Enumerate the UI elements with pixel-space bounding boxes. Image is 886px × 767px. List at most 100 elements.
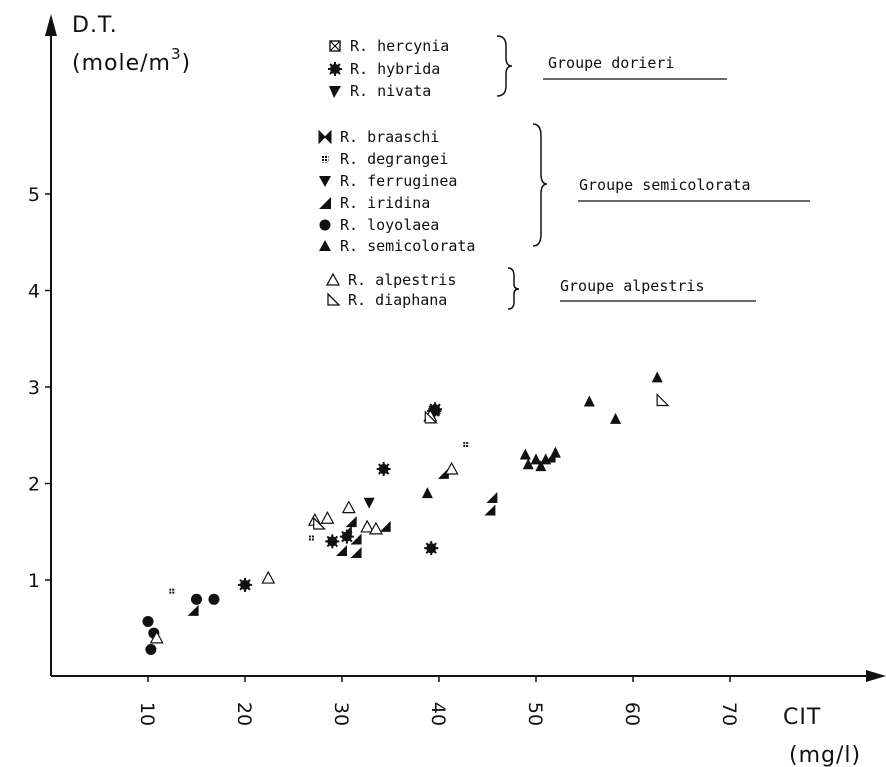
point-r-iridina [187,604,199,616]
y-axis-title-line1: D.T. [72,13,118,38]
point-r-semicolorata [540,453,552,465]
group-label-semicolorata: Groupe semicolorata [579,176,751,194]
point-r-iridina [484,504,496,516]
y-axis-title-line2: (mole/m3) [72,45,191,76]
point-r-iridina [336,545,347,557]
point-r-iridina [340,525,352,537]
legend-marker-hash [321,155,329,163]
point-r-semicolorata [522,458,534,470]
axis-ticks: 1 2 3 4 5 10 20 30 40 50 60 70 [28,184,740,726]
legend-label-loyolaea: R. loyolaea [340,216,439,234]
y-tick-label: 3 [28,377,40,399]
legend-marker-box-x [329,40,341,52]
y-tick-label: 4 [28,281,40,303]
legend-label-diaphana: R. diaphana [348,291,447,309]
x-tick-label: 50 [524,702,546,726]
point-r-iridina [350,546,362,558]
point-r-semicolorata [610,412,622,424]
point-r-hybrida [238,577,252,592]
legend-entry-iridina: R. iridina [319,194,430,212]
x-tick-label: 60 [621,702,643,726]
point-r-semicolorata [519,448,531,460]
legend-marker-tri-up [319,240,331,251]
legend-group-semicolorata: R. braaschi R. degrangei R. ferruginea R… [318,123,810,255]
point-r-alpestris [444,461,459,475]
legend-marker-star [328,62,342,76]
point-r-alpestris [360,519,375,533]
point-r-alpestris [320,510,335,524]
y-tick-label: 5 [28,184,40,206]
point-r-iridina [345,516,357,528]
point-r-ferruginea [363,497,375,509]
point-r-degrangei [308,535,315,542]
point-r-iridina [379,520,391,532]
legend-entry-semicolorata: R. semicolorata [319,237,475,255]
x-axis-arrow [866,670,886,682]
point-r-hybrida [424,541,439,556]
y-axis-arrow [45,14,57,36]
point-r-degrangei [169,588,176,595]
point-r-semicolorata [421,487,433,499]
legend-marker-right-tri-open [327,292,341,306]
point-r-semicolorata [535,460,547,472]
legend-label-braaschi: R. braaschi [340,128,439,146]
legend-label-hercynia: R. hercynia [350,37,449,55]
point-r-iridina [437,467,449,479]
point-r-diaphana [424,410,438,424]
point-r-alpestris [368,521,383,535]
legend-marker-tri-down [319,176,331,187]
point-r-degrangei [463,441,470,448]
legend-entry-hybrida: R. hybrida [328,60,440,78]
point-r-iridina [350,533,362,545]
legend-label-ferruginea: R. ferruginea [340,172,457,190]
point-r-alpestris [149,630,164,644]
x-tick-label: 10 [136,702,158,726]
legend-label-iridina: R. iridina [340,194,430,212]
legend-entry-braaschi: R. braaschi [318,128,439,146]
point-r-diaphana [656,393,670,407]
legend: R. hercynia R. hybrida R. nivata Groupe … [318,35,810,310]
legend-entry-diaphana: R. diaphana [327,291,447,309]
point-r-iridina [486,491,498,503]
legend-marker-tri-open [325,272,341,286]
legend-entry-hercynia: R. hercynia [329,37,449,55]
point-r-semicolorata [583,395,595,407]
legend-label-alpestris: R. alpestris [348,271,456,289]
legend-brace-dorieri [496,35,513,97]
point-r-loyolaea [145,643,157,655]
axes [45,14,886,682]
point-r-loyolaea [142,615,154,627]
point-r-alpestris [261,570,276,584]
point-r-loyolaea [191,593,202,605]
legend-entry-nivata: R. nivata [329,82,431,100]
legend-marker-circle [319,219,331,231]
legend-label-degrangei: R. degrangei [340,150,448,168]
point-r-semicolorata [549,446,561,458]
x-axis-title-line1: CIT [783,705,821,730]
legend-marker-bowtie [318,129,332,145]
legend-group-dorieri: R. hercynia R. hybrida R. nivata Groupe … [328,35,727,100]
legend-label-nivata: R. nivata [350,82,431,100]
legend-group-alpestris: R. alpestris R. diaphana Groupe alpestri… [325,267,756,310]
y-tick-label: 2 [28,474,40,496]
point-r-diaphana [313,516,327,530]
point-r-hybrida [376,462,391,477]
legend-entry-alpestris: R. alpestris [325,271,456,289]
point-r-semicolorata [530,453,542,465]
point-r-semicolorata [651,371,663,383]
data-points [142,371,670,655]
group-label-alpestris: Groupe alpestris [560,277,705,295]
legend-entry-ferruginea: R. ferruginea [319,172,457,190]
x-axis-title-line2: (mg/l) [789,743,861,767]
y-tick-label: 1 [28,570,40,592]
point-r-alpestris [341,500,356,514]
legend-label-semicolorata: R. semicolorata [340,237,475,255]
point-r-hybrida [325,534,340,549]
legend-label-hybrida: R. hybrida [350,60,440,78]
x-tick-label: 40 [427,702,449,726]
legend-marker-tri-flag [329,86,341,98]
x-tick-label: 20 [233,702,255,726]
legend-entry-loyolaea: R. loyolaea [319,216,439,234]
legend-marker-half-tri [319,197,331,209]
